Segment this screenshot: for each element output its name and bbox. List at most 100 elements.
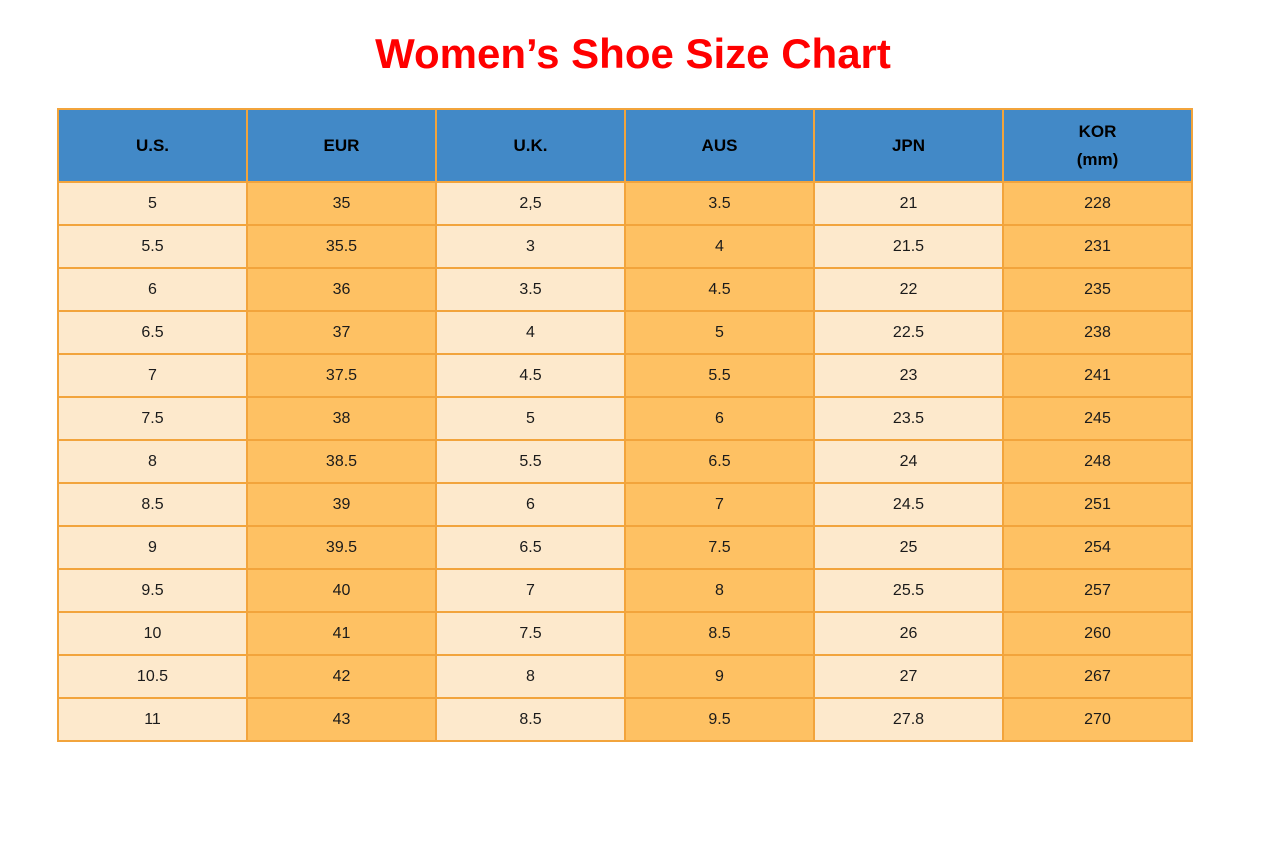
column-header-us: U.S. [57,108,248,183]
table-cell: 4.5 [435,353,626,398]
table-cell: 35.5 [246,224,437,269]
table-cell: 21.5 [813,224,1004,269]
table-row: 9 39.5 6.5 7.5 25 254 [57,525,1193,570]
table-body: 5 35 2,5 3.5 21 228 5.5 35.5 3 4 21.5 231 6 36 3.5 4.5 2… [57,181,1193,742]
table-cell: 248 [1002,439,1193,484]
table-cell: 4 [435,310,626,355]
table-cell: 270 [1002,697,1193,742]
table-cell: 3 [435,224,626,269]
table-row: 8.5 39 6 7 24.5 251 [57,482,1193,527]
table-cell: 22.5 [813,310,1004,355]
table-cell: 27 [813,654,1004,699]
table-cell: 7.5 [435,611,626,656]
table-row: 10.5 42 8 9 27 267 [57,654,1193,699]
column-header-sublabel: (mm) [1076,149,1119,169]
table-cell: 5 [57,181,248,226]
table-cell: 23.5 [813,396,1004,441]
table-cell: 7 [57,353,248,398]
table-cell: 267 [1002,654,1193,699]
table-cell: 24 [813,439,1004,484]
table-cell: 6 [57,267,248,312]
table-cell: 8.5 [435,697,626,742]
table-cell: 24.5 [813,482,1004,527]
column-header-aus: AUS [624,108,815,183]
table-row: 6.5 37 4 5 22.5 238 [57,310,1193,355]
table-cell: 37.5 [246,353,437,398]
table-cell: 9 [624,654,815,699]
table-cell: 228 [1002,181,1193,226]
table-cell: 41 [246,611,437,656]
table-cell: 8.5 [57,482,248,527]
column-header-label: KOR [1078,122,1117,142]
table-cell: 42 [246,654,437,699]
table-cell: 8.5 [624,611,815,656]
column-header-label: EUR [323,135,360,155]
table-cell: 3.5 [624,181,815,226]
table-cell: 5 [624,310,815,355]
table-row: 5 35 2,5 3.5 21 228 [57,181,1193,226]
table-cell: 5.5 [435,439,626,484]
table-cell: 36 [246,267,437,312]
table-cell: 241 [1002,353,1193,398]
table-cell: 39 [246,482,437,527]
column-header-jpn: JPN [813,108,1004,183]
table-cell: 9.5 [624,697,815,742]
table-cell: 6 [435,482,626,527]
shoe-size-table: U.S. EUR U.K. AUS JPN KOR (mm) 5 35 2,5 3.5 21 228 5… [57,108,1193,742]
table-cell: 231 [1002,224,1193,269]
column-header-label: U.S. [135,135,170,155]
table-cell: 5 [435,396,626,441]
table-cell: 37 [246,310,437,355]
table-cell: 5.5 [57,224,248,269]
page-title: Women’s Shoe Size Chart [375,30,891,77]
table-cell: 38.5 [246,439,437,484]
table-cell: 7.5 [624,525,815,570]
table-cell: 9.5 [57,568,248,613]
table-cell: 5.5 [624,353,815,398]
table-cell: 3.5 [435,267,626,312]
table-cell: 21 [813,181,1004,226]
table-cell: 9 [57,525,248,570]
table-row: 11 43 8.5 9.5 27.8 270 [57,697,1193,742]
table-cell: 10 [57,611,248,656]
table-cell: 4.5 [624,267,815,312]
table-row: 10 41 7.5 8.5 26 260 [57,611,1193,656]
table-cell: 26 [813,611,1004,656]
table-cell: 7 [624,482,815,527]
table-row: 8 38.5 5.5 6.5 24 248 [57,439,1193,484]
table-cell: 8 [435,654,626,699]
column-header-eur: EUR [246,108,437,183]
table-cell: 27.8 [813,697,1004,742]
table-cell: 6.5 [435,525,626,570]
table-cell: 38 [246,396,437,441]
table-cell: 11 [57,697,248,742]
table-cell: 23 [813,353,1004,398]
column-header-label: U.K. [513,135,548,155]
table-cell: 254 [1002,525,1193,570]
table-cell: 6.5 [624,439,815,484]
table-row: 6 36 3.5 4.5 22 235 [57,267,1193,312]
table-cell: 260 [1002,611,1193,656]
table-row: 7 37.5 4.5 5.5 23 241 [57,353,1193,398]
table-cell: 43 [246,697,437,742]
table-row: 9.5 40 7 8 25.5 257 [57,568,1193,613]
table-cell: 10.5 [57,654,248,699]
table-cell: 6 [624,396,815,441]
table-header: U.S. EUR U.K. AUS JPN KOR (mm) [57,108,1193,183]
table-cell: 40 [246,568,437,613]
column-header-label: JPN [891,135,926,155]
table-cell: 4 [624,224,815,269]
table-cell: 7 [435,568,626,613]
table-cell: 6.5 [57,310,248,355]
table-row: 5.5 35.5 3 4 21.5 231 [57,224,1193,269]
column-header-uk: U.K. [435,108,626,183]
table-cell: 7.5 [57,396,248,441]
table-cell: 251 [1002,482,1193,527]
column-header-label: AUS [701,135,738,155]
table-cell: 245 [1002,396,1193,441]
table-cell: 25.5 [813,568,1004,613]
table-row: 7.5 38 5 6 23.5 245 [57,396,1193,441]
table-cell: 257 [1002,568,1193,613]
table-cell: 22 [813,267,1004,312]
